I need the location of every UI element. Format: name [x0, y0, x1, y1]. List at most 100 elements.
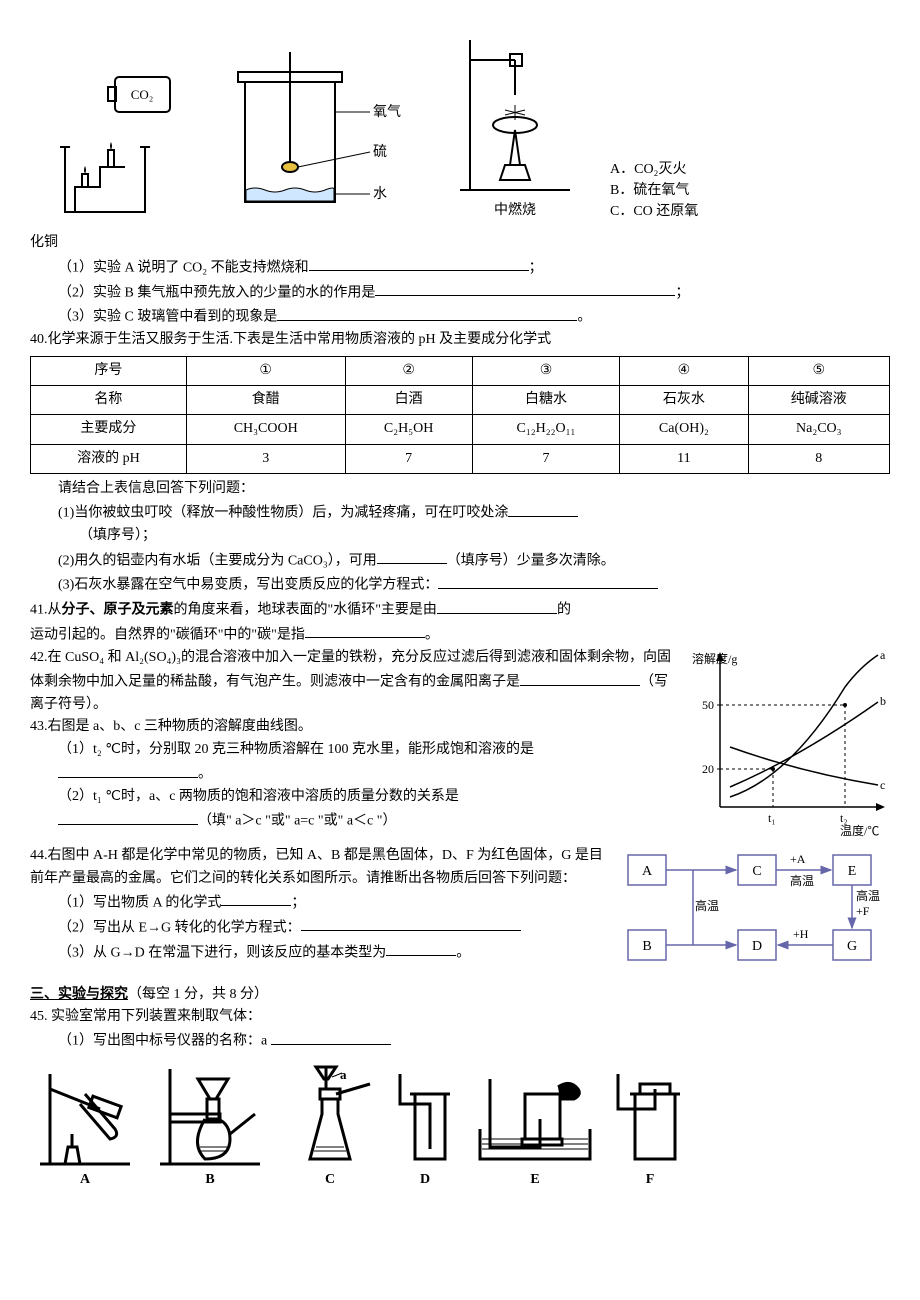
q39-p3-tail: 。	[577, 310, 591, 325]
table-row: 溶液的 pH 3 7 7 11 8	[31, 444, 890, 473]
solubility-svg: 溶解度/g 50 20 t₁ t₂ 温度/℃ a b c	[690, 647, 890, 837]
apparatus-C: a C	[280, 1059, 380, 1191]
apparatus-label: D	[420, 1169, 430, 1191]
solubility-chart: 溶解度/g 50 20 t₁ t₂ 温度/℃ a b c	[690, 647, 890, 845]
cell: 名称	[31, 385, 187, 414]
node-E: E	[848, 864, 857, 879]
cell: Ca(OH)₂	[620, 415, 748, 444]
apparatus-B: B	[150, 1059, 270, 1191]
section3-title: 三、实验与探究（每空 1 分，共 8 分）	[30, 984, 890, 1006]
blank[interactable]	[377, 548, 447, 564]
q42-q43-row: 42.在 CuSO₄ 和 Al₂(SO₄)₃的混合溶液中加入一定量的铁粉，充分反…	[30, 647, 890, 845]
edge-plusA: +A	[790, 852, 806, 866]
curve-a: a	[880, 648, 886, 662]
flowchart: A B C D E G 高温 +A 高温 高温 +F +H	[618, 845, 890, 983]
q44-p3a: （3）从 G→D 在常温下进行，则该反应的基本类型为	[58, 945, 386, 960]
flowchart-svg: A B C D E G 高温 +A 高温 高温 +F +H	[618, 845, 890, 975]
q40-p2b: （填序号）少量多次清除。	[447, 553, 615, 568]
blank[interactable]	[221, 890, 291, 906]
cell: 3	[186, 444, 345, 473]
apparatus-label: B	[205, 1169, 214, 1191]
th: ⑤	[748, 356, 889, 385]
q40-p3a: (3)石灰水暴露在空气中易变质，写出变质反应的化学方程式：	[58, 578, 438, 593]
co2-label: CO₂	[131, 87, 154, 102]
oxygen-label: 氧气	[373, 104, 401, 120]
experiment-diagrams-row: CO₂	[30, 20, 890, 222]
q41-b: 的角度来看，地球表面的"水循环"主要是由	[174, 603, 437, 618]
cell: 8	[748, 444, 889, 473]
q44-row: 44.右图中 A-H 都是化学中常见的物质，已知 A、B 都是黑色固体，D、F …	[30, 845, 890, 983]
curve-c: c	[880, 778, 885, 792]
blank[interactable]	[508, 500, 578, 516]
blank[interactable]	[386, 940, 456, 956]
q43-p1-line: （1）t₂ ℃时，分别取 20 克三种物质溶解在 100 克水里，能形成饱和溶液…	[30, 739, 680, 786]
q44-p1: （1）写出物质 A 的化学式	[58, 895, 221, 910]
xlabel: 温度/℃	[840, 823, 879, 837]
blank[interactable]	[305, 622, 425, 638]
cell: 主要成分	[31, 415, 187, 444]
sulfur-label: 硫	[373, 144, 387, 160]
blank[interactable]	[375, 280, 675, 296]
q41-line: 41.从分子、原子及元素的角度来看，地球表面的"水循环"主要是由的	[30, 597, 890, 622]
q40-p2-line: (2)用久的铝壶内有水垢（主要成分为 CaCO₃），可用 （填序号）少量多次清除。	[30, 548, 890, 573]
q40-table: 序号 ① ② ③ ④ ⑤ 名称 食醋 白酒 白糖水 石灰水 纯碱溶液 主要成分 …	[30, 356, 890, 475]
q41-c: 的	[557, 603, 571, 618]
blank[interactable]	[520, 669, 640, 685]
table-row: 名称 食醋 白酒 白糖水 石灰水 纯碱溶液	[31, 385, 890, 414]
blank[interactable]	[271, 1028, 391, 1044]
ylabel: 溶解度/g	[692, 651, 737, 666]
opt-C: C．CO 还原氧	[610, 201, 698, 222]
q40-p1-line: (1)当你被蚊虫叮咬（释放一种酸性物质）后，为减轻疼痛，可在叮咬处涂	[30, 500, 890, 525]
cell: 石灰水	[620, 385, 748, 414]
q40-p2a: (2)用久的铝壶内有水垢（主要成分为 CaCO₃），可用	[58, 553, 377, 568]
q39-p1: （1）实验 A 说明了 CO₂ 不能支持燃烧和	[58, 260, 309, 275]
ytick-20: 20	[702, 762, 714, 776]
edge-plusF: +F	[856, 904, 870, 918]
diagram-C-caption: 中燃烧	[494, 200, 536, 222]
opt-B: B．硫在氧气	[610, 180, 698, 201]
anno-a: a	[340, 1067, 347, 1082]
q39-p3: （3）实验 C 玻璃管中看到的现象是	[58, 310, 277, 325]
blank[interactable]	[58, 761, 198, 777]
th: ①	[186, 356, 345, 385]
q40-after: 请结合上表信息回答下列问题：	[30, 478, 890, 500]
cell: Na₂CO₃	[748, 415, 889, 444]
cell: 白糖水	[472, 385, 620, 414]
blank[interactable]	[301, 915, 521, 931]
diagram-A: CO₂	[30, 62, 190, 222]
q39-p1-line: （1）实验 A 说明了 CO₂ 不能支持燃烧和；	[58, 255, 890, 280]
blank[interactable]	[277, 304, 577, 320]
node-G: G	[847, 939, 857, 954]
diagram-C: 中燃烧	[440, 20, 590, 222]
cell: 11	[620, 444, 748, 473]
node-D: D	[752, 939, 762, 954]
diagram-B: 氧气 硫 水	[210, 42, 420, 222]
q39-p2: （2）实验 B 集气瓶中预先放入的少量的水的作用是	[58, 285, 375, 300]
q41-tail: 。	[425, 627, 439, 642]
edge-high-temp2: 高温	[790, 873, 814, 888]
q44-p3b: 。	[456, 945, 470, 960]
blank[interactable]	[438, 572, 658, 588]
water-label: 水	[373, 186, 387, 202]
cell: 7	[345, 444, 472, 473]
q43-p1b: 。	[198, 767, 212, 782]
cell: CH₃COOH	[186, 415, 345, 444]
apparatus-E: E	[470, 1059, 600, 1191]
edge-high-temp3: 高温	[856, 888, 880, 903]
q43-p1a: （1）t₂ ℃时，分别取 20 克三种物质溶解在 100 克水里，能形成饱和溶液…	[58, 742, 534, 757]
blank[interactable]	[437, 597, 557, 613]
q39-block: （1）实验 A 说明了 CO₂ 不能支持燃烧和； （2）实验 B 集气瓶中预先放…	[30, 255, 890, 329]
th: ③	[472, 356, 620, 385]
apparatus-A: A	[30, 1059, 140, 1191]
q41-line2: 运动引起的。自然界的"碳循环"中的"碳"是指。	[30, 622, 890, 647]
q45-intro: 45. 实验室常用下列装置来制取气体：	[30, 1006, 890, 1028]
q44-p1-line: （1）写出物质 A 的化学式；	[30, 890, 608, 915]
ytick-50: 50	[702, 698, 714, 712]
apparatus-label: A	[80, 1169, 90, 1191]
blank[interactable]	[309, 255, 529, 271]
opt-A: A．CO₂灭火	[610, 159, 698, 180]
q39-p3-line: （3）实验 C 玻璃管中看到的现象是 。	[58, 304, 890, 329]
q43-p2-line: （2）t₁ ℃时，a、c 两物质的饱和溶液中溶质的质量分数的关系是 （填" a＞…	[30, 786, 680, 833]
blank[interactable]	[58, 808, 198, 824]
apparatus-label: C	[325, 1169, 335, 1191]
